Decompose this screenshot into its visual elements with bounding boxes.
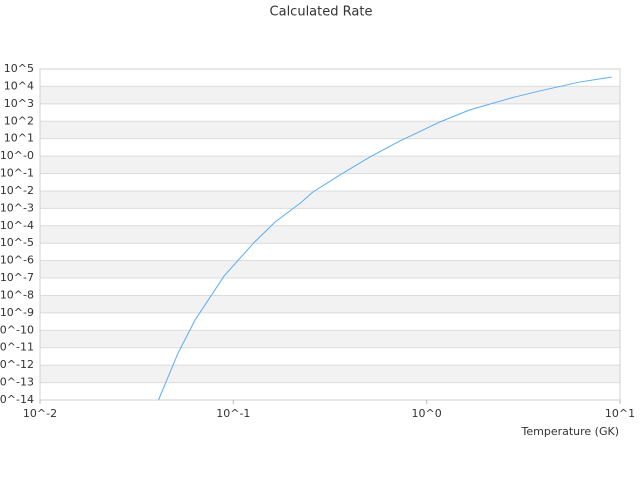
x-tick-label: 10^-1 bbox=[216, 407, 250, 420]
y-tick-label: 10^-8 bbox=[0, 288, 34, 301]
grid-band bbox=[40, 190, 620, 209]
grid-band bbox=[40, 365, 620, 383]
grid-band bbox=[40, 260, 620, 279]
y-tick-label: 10^-5 bbox=[0, 236, 34, 249]
y-tick-label: 10^-10 bbox=[0, 323, 34, 336]
grid-band bbox=[40, 156, 620, 174]
grid-band bbox=[40, 330, 620, 348]
grid-band bbox=[40, 225, 620, 244]
y-tick-label: 10^2 bbox=[4, 114, 34, 127]
y-tick-label: 10^4 bbox=[4, 79, 34, 92]
y-tick-label: 10^-1 bbox=[0, 167, 34, 180]
y-tick-label: 10^-6 bbox=[0, 254, 34, 267]
grid-band bbox=[40, 86, 620, 104]
y-tick-label: 10^-4 bbox=[0, 219, 34, 232]
y-tick-label: 10^-9 bbox=[0, 306, 34, 319]
grid-band bbox=[40, 121, 620, 139]
y-tick-label: 10^-11 bbox=[0, 341, 34, 354]
x-tick-label: 10^0 bbox=[412, 407, 442, 420]
y-tick-label: 10^-0 bbox=[0, 149, 34, 162]
y-tick-label: 10^1 bbox=[4, 132, 34, 145]
x-axis-label: Temperature (GK) bbox=[521, 425, 620, 438]
grid bbox=[40, 68, 620, 401]
y-tick-label: 10^-3 bbox=[0, 201, 34, 214]
data-line bbox=[158, 76, 612, 401]
y-tick-label: 10^-14 bbox=[0, 393, 34, 406]
plot-frame bbox=[39, 68, 621, 401]
grid-band bbox=[40, 295, 620, 313]
y-tick-label: 10^-13 bbox=[0, 376, 34, 389]
y-tick-label: 10^-12 bbox=[0, 358, 34, 371]
y-tick-label: 10^-2 bbox=[0, 184, 34, 197]
y-tick-label: 10^-7 bbox=[0, 271, 34, 284]
x-tick-label: 10^-2 bbox=[23, 407, 57, 420]
chart-title: Calculated Rate bbox=[270, 5, 373, 20]
y-tick-label: 10^3 bbox=[4, 97, 34, 110]
y-tick-label: 10^5 bbox=[4, 62, 34, 75]
x-tick-label: 10^1 bbox=[605, 407, 635, 420]
